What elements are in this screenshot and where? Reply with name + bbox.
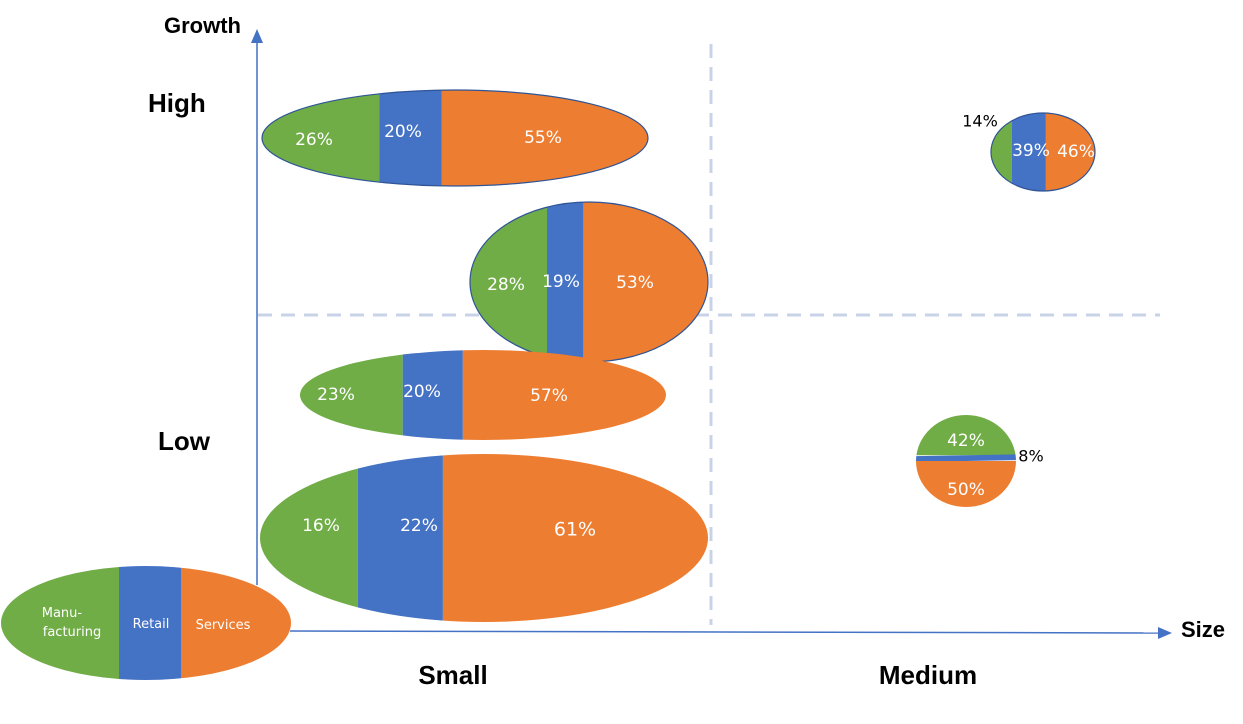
pct-label: 42% bbox=[947, 431, 985, 451]
y-level-high: High bbox=[148, 88, 206, 118]
segment-retail bbox=[916, 454, 1016, 462]
legend-segment-manufacturing bbox=[1, 566, 119, 680]
legend-label-services: Services bbox=[196, 618, 251, 633]
pct-label: 55% bbox=[524, 128, 562, 148]
quadrant-dividers bbox=[258, 44, 1160, 625]
bubble-small-high-2: 28% 19% 53% bbox=[469, 201, 709, 363]
bubble-medium-high: 14% 39% 46% bbox=[962, 112, 1096, 192]
pct-label: 28% bbox=[487, 275, 525, 295]
bubble-medium-low: 42% 8% 50% bbox=[916, 415, 1044, 507]
x-axis-title: Size bbox=[1181, 617, 1225, 642]
legend-bubble: Manu- facturing Retail Services bbox=[1, 566, 291, 680]
pct-label-outside: 14% bbox=[962, 112, 998, 131]
y-axis-arrow-icon bbox=[251, 29, 263, 43]
y-level-low: Low bbox=[158, 426, 211, 456]
x-axis-arrow-icon bbox=[1158, 627, 1172, 639]
pct-label: 23% bbox=[317, 385, 355, 405]
bubble-small-high-1: 26% 20% 55% bbox=[261, 89, 649, 187]
axes bbox=[251, 29, 1172, 639]
y-axis-title: Growth bbox=[164, 13, 241, 38]
bubble-small-low-1: 23% 20% 57% bbox=[300, 350, 666, 440]
x-level-medium: Medium bbox=[879, 660, 977, 690]
pct-label: 57% bbox=[530, 386, 568, 406]
legend-label-line: facturing bbox=[43, 625, 101, 640]
pct-label: 50% bbox=[947, 480, 985, 500]
segment-retail bbox=[546, 202, 584, 362]
pct-label: 19% bbox=[542, 272, 580, 292]
pct-label: 39% bbox=[1012, 141, 1050, 161]
x-level-small: Small bbox=[418, 660, 487, 690]
legend-label-line: Manu- bbox=[42, 606, 83, 621]
pct-label: 53% bbox=[616, 273, 654, 293]
pct-label: 16% bbox=[302, 516, 340, 536]
segment-retail bbox=[379, 90, 442, 186]
pct-label: 46% bbox=[1057, 142, 1095, 162]
pct-label: 20% bbox=[384, 122, 422, 142]
pct-label: 61% bbox=[554, 519, 596, 541]
segment-retail bbox=[1011, 113, 1046, 191]
legend-label-manufacturing: Manu- facturing bbox=[42, 606, 101, 640]
segment-retail bbox=[402, 350, 463, 440]
bubble-small-low-2: 16% 22% 61% bbox=[260, 454, 708, 622]
x-axis-line bbox=[289, 630, 1159, 634]
pct-label: 22% bbox=[400, 516, 438, 536]
pct-label-outside: 8% bbox=[1018, 447, 1043, 466]
legend-label-retail: Retail bbox=[133, 617, 170, 632]
legend-segment-retail bbox=[119, 566, 181, 680]
segment-retail bbox=[357, 454, 443, 622]
pct-label: 20% bbox=[403, 382, 441, 402]
pct-label: 26% bbox=[295, 130, 333, 150]
